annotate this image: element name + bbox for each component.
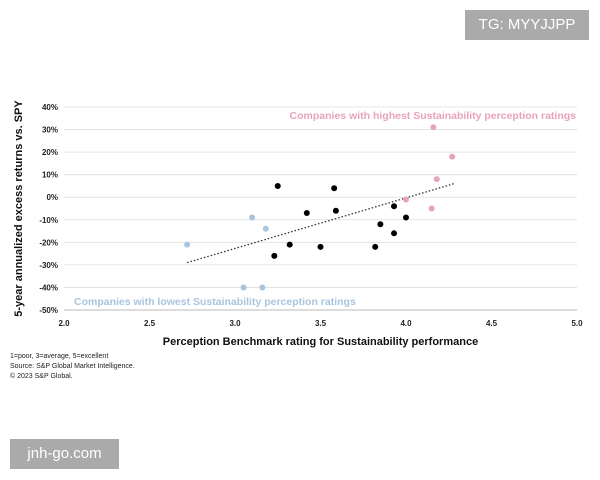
data-point-lowest bbox=[259, 284, 266, 291]
annotation-lowest: Companies with lowest Sustainability per… bbox=[74, 296, 356, 308]
y-axis-title: 5-year annualized excess returns vs. SPY bbox=[13, 100, 25, 317]
data-point-middle bbox=[391, 203, 398, 210]
y-tick-label: 40% bbox=[42, 103, 58, 112]
x-tick-label: 2.0 bbox=[58, 319, 70, 328]
data-point-middle bbox=[303, 210, 310, 217]
gridlines bbox=[64, 106, 577, 288]
y-tick-label: -20% bbox=[39, 238, 58, 247]
x-tick-label: 4.5 bbox=[486, 319, 498, 328]
trendline-group bbox=[186, 183, 455, 264]
x-tick-label: 2.5 bbox=[144, 319, 156, 328]
x-tick-label: 3.5 bbox=[315, 319, 327, 328]
x-axis-title: Perception Benchmark rating for Sustaina… bbox=[163, 336, 478, 348]
data-point-highest bbox=[430, 124, 437, 131]
trendline bbox=[186, 183, 455, 264]
note-source: Source: S&P Global Market Intelligence. bbox=[10, 363, 135, 370]
x-tick-label: 3.0 bbox=[229, 319, 241, 328]
note-copyright: © 2023 S&P Global. bbox=[10, 373, 73, 380]
data-point-lowest bbox=[249, 214, 256, 221]
data-point-highest bbox=[433, 176, 440, 183]
data-point-middle bbox=[332, 207, 339, 214]
note-scale: 1=poor, 3=average, 5=excellent bbox=[10, 353, 109, 360]
data-point-lowest bbox=[184, 241, 191, 248]
data-point-middle bbox=[391, 230, 398, 237]
data-point-lowest bbox=[240, 284, 247, 291]
annotation-highest: Companies with highest Sustainability pe… bbox=[290, 110, 577, 122]
data-points bbox=[184, 124, 456, 291]
data-point-middle bbox=[377, 221, 384, 228]
y-tick-label: -50% bbox=[39, 306, 58, 315]
data-point-highest bbox=[428, 205, 435, 212]
data-point-middle bbox=[317, 243, 324, 250]
data-point-middle bbox=[286, 241, 293, 248]
watermark-bottom: jnh-go.com bbox=[10, 439, 119, 469]
data-point-middle bbox=[271, 252, 278, 259]
data-point-middle bbox=[331, 185, 338, 192]
y-tick-label: -30% bbox=[39, 261, 58, 270]
data-point-highest bbox=[449, 153, 456, 160]
data-point-middle bbox=[372, 243, 379, 250]
data-point-middle bbox=[403, 214, 409, 221]
x-tick-label: 5.0 bbox=[571, 319, 583, 328]
data-point-middle bbox=[274, 182, 281, 189]
y-tick-label: 0% bbox=[46, 193, 58, 202]
chart-notes: 1=poor, 3=average, 5=excellent Source: S… bbox=[10, 352, 135, 382]
y-tick-label: 10% bbox=[42, 171, 58, 180]
y-tick-label: -10% bbox=[39, 216, 58, 225]
y-tick-label: 30% bbox=[42, 126, 58, 135]
y-tick-label: 20% bbox=[42, 148, 58, 157]
watermark-top: TG: MYYJJPP bbox=[465, 10, 589, 40]
axis-labels: 40% 30% 20% 10% 0% -10% -20% -30% -40% -50%2.0 2.5… bbox=[13, 100, 583, 348]
data-point-highest bbox=[403, 196, 409, 203]
data-point-lowest bbox=[262, 225, 269, 232]
y-tick-label: -40% bbox=[39, 283, 58, 292]
x-tick-label: 4.0 bbox=[400, 319, 412, 328]
